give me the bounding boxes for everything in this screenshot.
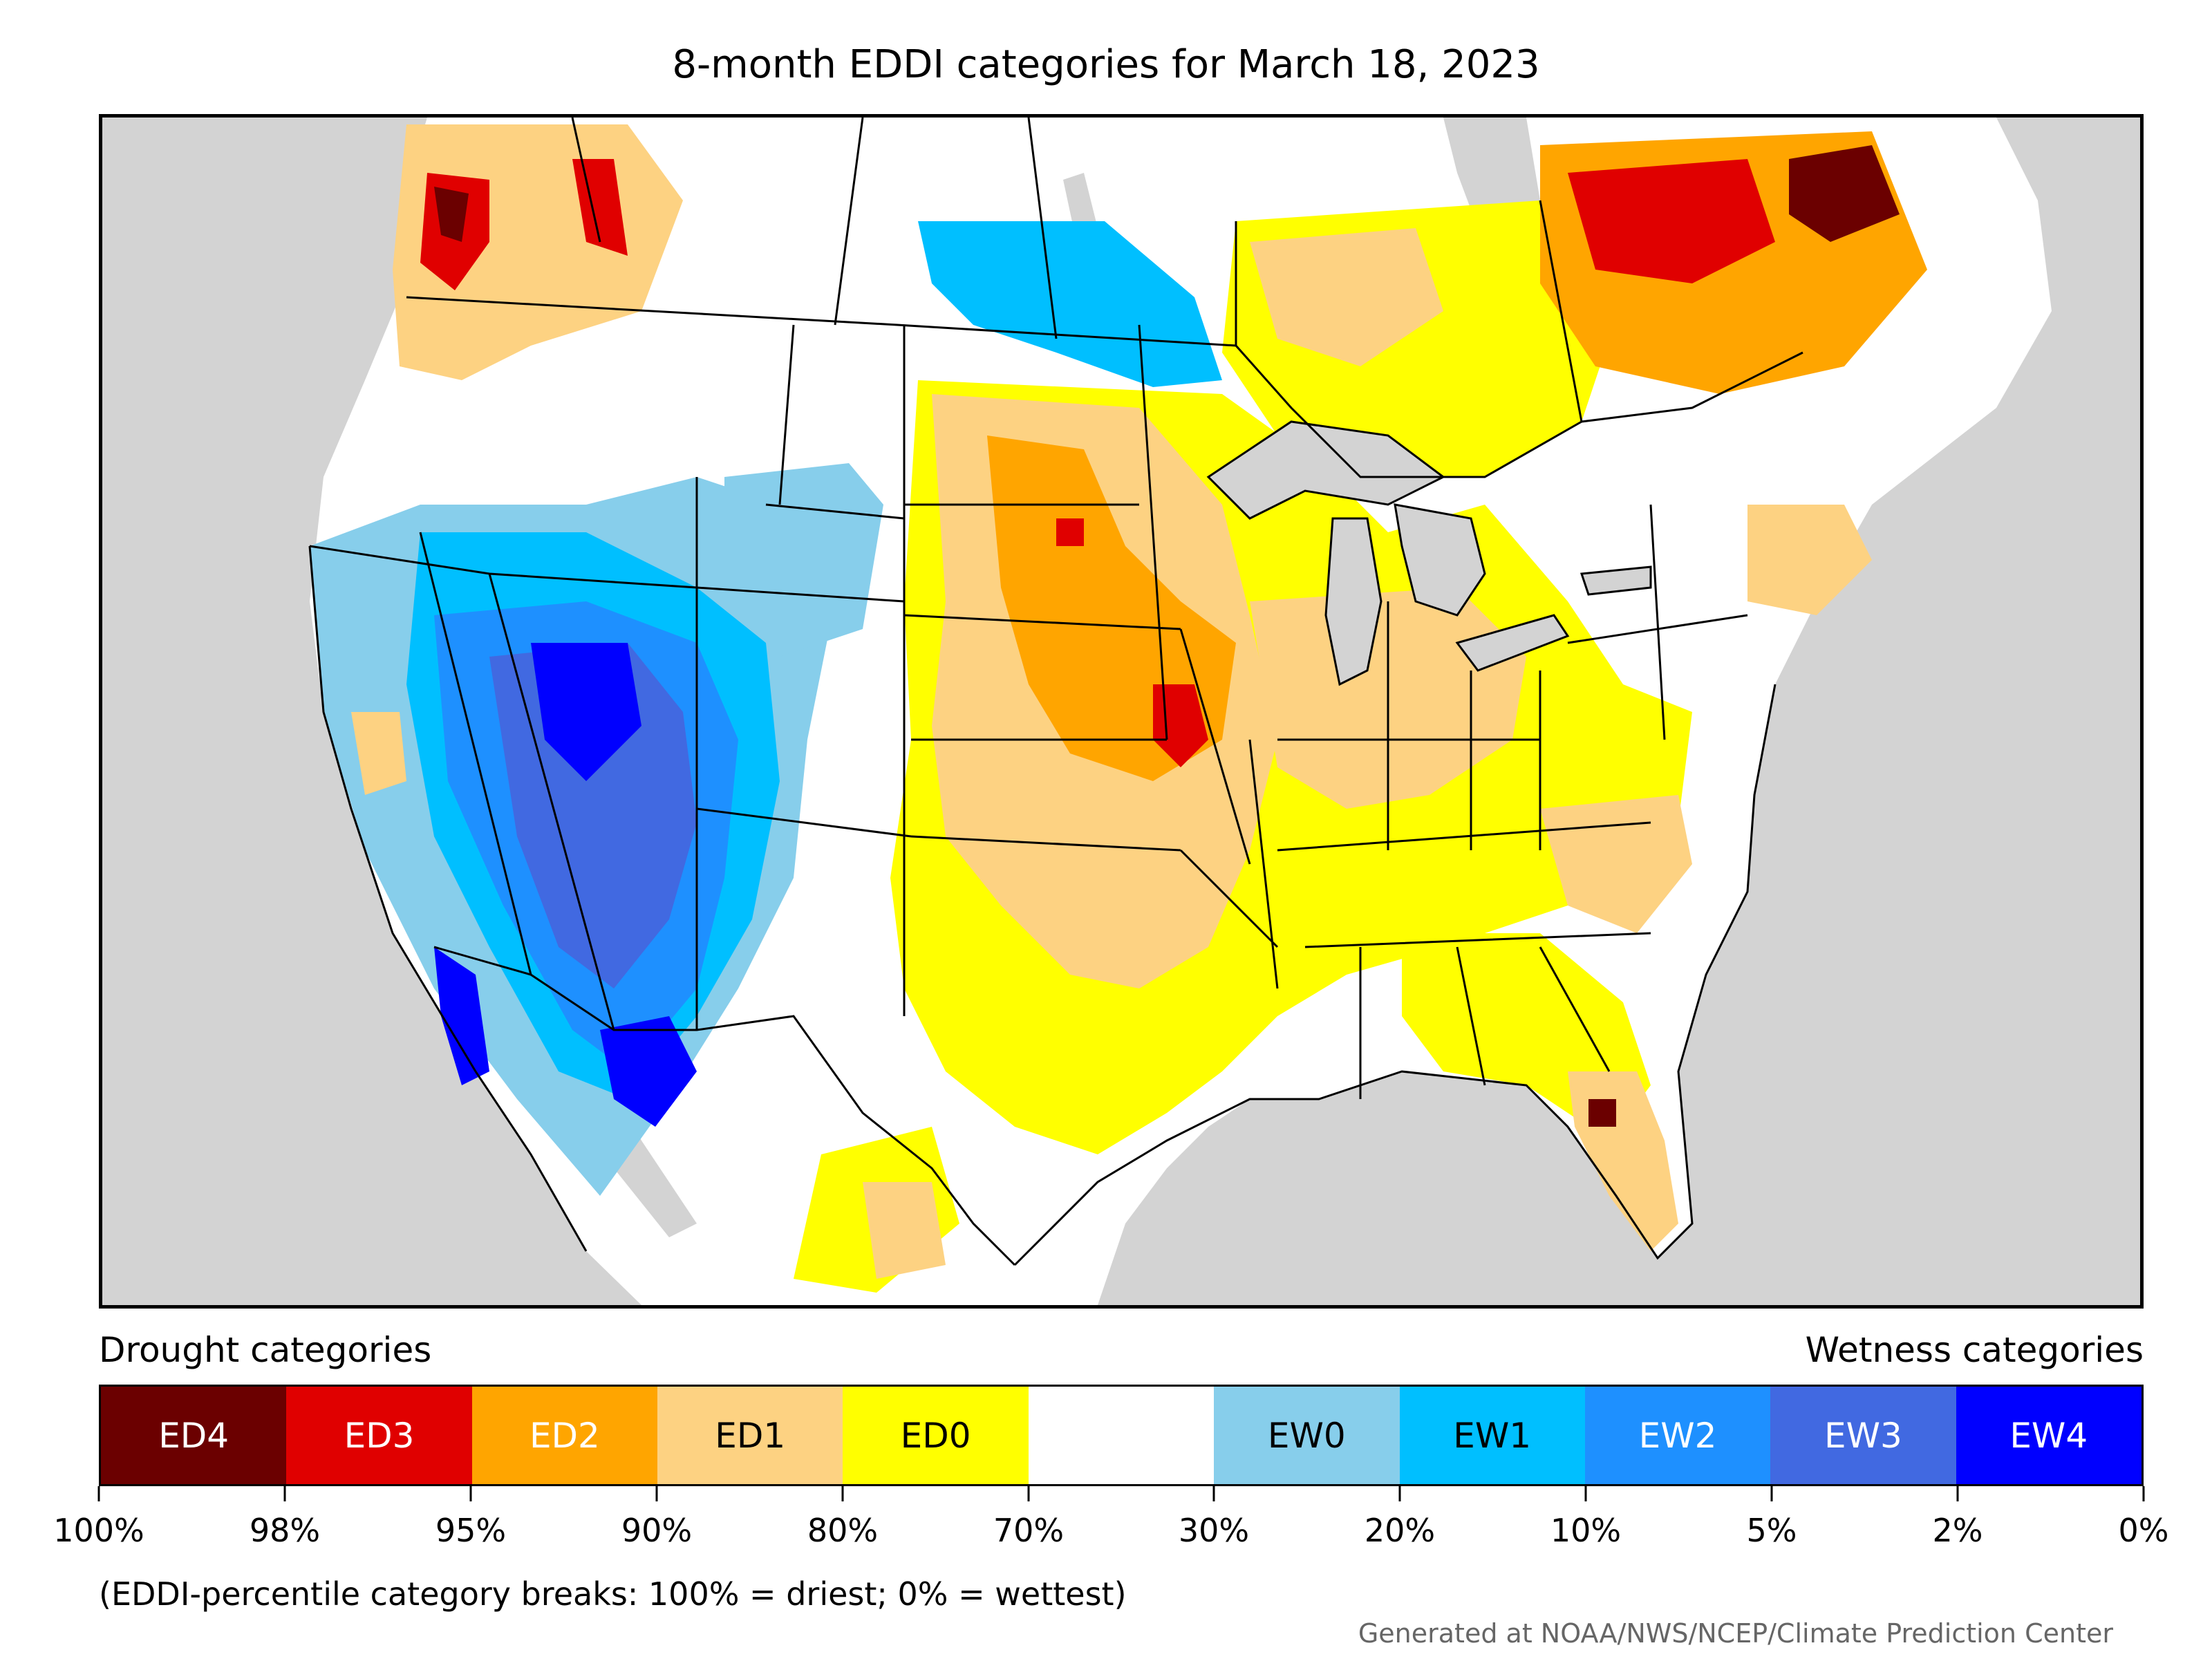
region-ew1-prairies — [918, 221, 1222, 387]
coastline-west — [308, 545, 588, 1252]
break-tick — [283, 1486, 286, 1501]
province-lines — [571, 118, 1583, 422]
legend-swatch-ed4: ED4 — [101, 1387, 287, 1484]
region-ed4-florida — [1588, 1099, 1616, 1127]
us-mexico-border — [433, 946, 1016, 1266]
political-boundaries — [308, 118, 1803, 1266]
category-break-ticks: 100% 98% 95% 90% 80% 70% 30% 20% 10% 5% 2% 0% — [53, 1486, 2168, 1576]
legend-swatch-ed1: ED1 — [657, 1387, 843, 1484]
break-tick — [1956, 1486, 1959, 1501]
break-label: 95% — [435, 1512, 507, 1549]
category-colorbar: ED4 ED3 ED2 ED1 ED0 EW0 EW1 EW2 EW3 EW4 — [99, 1385, 2144, 1486]
break-tick — [655, 1486, 658, 1501]
region-ed3-dakota — [1056, 518, 1084, 546]
break-label: 10% — [1550, 1512, 1622, 1549]
lake-huron — [1394, 503, 1486, 617]
region-ed1-carolinas — [1540, 795, 1692, 933]
break-tick — [841, 1486, 844, 1501]
break-tick — [469, 1486, 472, 1501]
eddi-map — [99, 114, 2144, 1309]
break-label: 90% — [621, 1512, 693, 1549]
break-label: 2% — [1932, 1512, 1983, 1549]
break-label: 100% — [53, 1512, 144, 1549]
state-lines-west — [309, 324, 912, 1031]
legend-swatch-ew4: EW4 — [1956, 1387, 2141, 1484]
break-label: 80% — [807, 1512, 879, 1549]
legend-swatch-ed3: ED3 — [286, 1387, 472, 1484]
legend-swatch-ew1: EW1 — [1399, 1387, 1585, 1484]
lake-ontario — [1580, 565, 1652, 596]
region-ed4-quebec — [1789, 145, 1900, 242]
break-label: 70% — [993, 1512, 1065, 1549]
break-tick — [97, 1486, 100, 1501]
region-ed1-california — [351, 712, 406, 795]
region-ew3-southwest — [489, 643, 697, 988]
legend-swatch-ew2: EW2 — [1584, 1387, 1771, 1484]
great-lakes — [1206, 420, 1652, 686]
state-lines-central — [903, 324, 1279, 1016]
legend-swatch-ed2: ED2 — [471, 1387, 658, 1484]
region-ed3-quebec — [1568, 159, 1775, 283]
legend-swatch-ew0: EW0 — [1214, 1387, 1400, 1484]
break-tick — [1027, 1486, 1030, 1501]
region-ed1-ontario — [1250, 228, 1443, 366]
region-ew4-arizona — [600, 1016, 697, 1127]
category-breaks-footnote: (EDDI-percentile category breaks: 100% =… — [99, 1575, 1127, 1613]
region-ed3-missouri — [1153, 684, 1208, 767]
region-ed1-new-england — [1747, 505, 1872, 615]
break-tick — [2142, 1486, 2145, 1501]
break-label: 20% — [1364, 1512, 1436, 1549]
eddi-map-canvas — [308, 118, 2052, 1305]
break-tick — [1584, 1486, 1587, 1501]
region-ed4-northwest — [434, 187, 469, 242]
credit-line: Generated at NOAA/NWS/NCEP/Climate Predi… — [1358, 1618, 2113, 1649]
map-title: 8-month EDDI categories for March 18, 20… — [672, 42, 1540, 87]
legend-swatch-ew3: EW3 — [1770, 1387, 1956, 1484]
legend-swatch-ed0: ED0 — [843, 1387, 1029, 1484]
break-label: 98% — [249, 1512, 321, 1549]
region-ed1-mexico — [863, 1182, 946, 1279]
lake-michigan — [1324, 517, 1382, 686]
break-label: 0% — [2118, 1512, 2169, 1549]
break-label: 30% — [1178, 1512, 1250, 1549]
region-ew4-baja — [434, 947, 489, 1085]
legend-swatch-normal — [1028, 1387, 1215, 1484]
drought-categories-heading: Drought categories — [99, 1330, 432, 1370]
break-tick — [1770, 1486, 1773, 1501]
lake-erie — [1455, 614, 1570, 672]
break-tick — [1212, 1486, 1215, 1501]
region-ew4-nevada — [531, 643, 641, 781]
us-canada-border — [406, 296, 1803, 478]
wetness-categories-heading: Wetness categories — [1805, 1330, 2144, 1370]
state-lines-east — [1277, 504, 1748, 1099]
coastline-gulf — [1013, 684, 1777, 1266]
break-tick — [1398, 1486, 1401, 1501]
break-label: 5% — [1746, 1512, 1797, 1549]
